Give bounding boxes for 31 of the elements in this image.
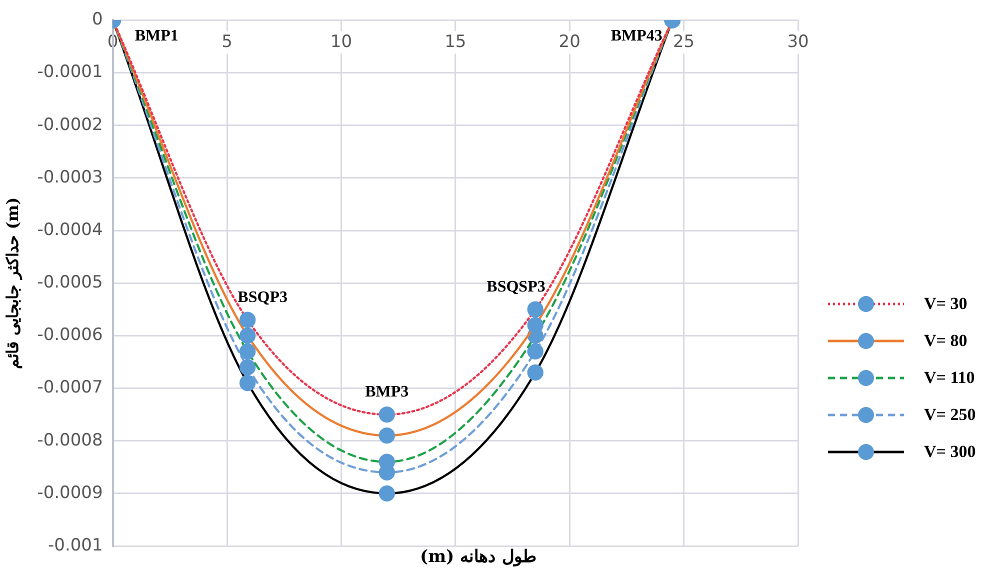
point [527, 343, 544, 360]
annotation: BMP43 [610, 27, 662, 44]
y-tick-label: -0.001 [48, 535, 103, 556]
x-tick-label: 25 [672, 32, 695, 52]
annotation: BMP3 [365, 384, 409, 401]
y-tick-label: -0.0007 [37, 378, 103, 398]
x-axis-title: طول دهانه (m) [419, 546, 538, 567]
y-tick-label: -0.0009 [37, 482, 103, 503]
y-tick-label: -0.0002 [37, 114, 103, 135]
y-tick-label: -0.0006 [37, 325, 103, 346]
point [239, 359, 256, 376]
x-tick-label: 10 [330, 32, 352, 52]
x-tick-label: 20 [558, 32, 580, 52]
y-tick-label: -0.0003 [37, 167, 103, 188]
annotation: BSQP3 [238, 289, 288, 306]
legend-label: V= 110 [924, 368, 975, 388]
legend-label: V= 80 [924, 330, 968, 350]
x-tick-label: 5 [222, 32, 232, 52]
annotation: BMP1 [134, 27, 178, 44]
y-tick-label: 0 [92, 10, 103, 30]
y-tick-label: -0.0008 [37, 430, 103, 450]
y-axis-title: حداکثر جابجایی قائم (m) [2, 197, 23, 369]
y-tick-label: -0.0005 [37, 272, 103, 293]
y-tick-label: -0.0004 [37, 220, 103, 240]
x-tick-label: 30 [787, 32, 809, 52]
annotation: BSQSP3 [486, 278, 546, 296]
legend-label: V= 300 [924, 442, 976, 462]
legend-label: V= 250 [924, 404, 976, 424]
y-tick-label: -0.0001 [37, 62, 103, 82]
x-tick-label: 15 [444, 32, 466, 52]
legend-label: V= 30 [924, 294, 968, 314]
